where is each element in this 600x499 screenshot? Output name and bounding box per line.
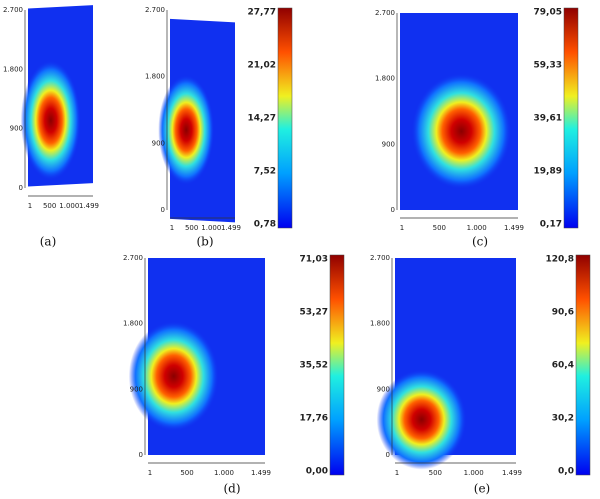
- y-tick-label: 1.800: [375, 75, 395, 83]
- x-tick-label: 1.499: [221, 224, 241, 232]
- y-tick-label: 2.700: [145, 6, 165, 14]
- x-tick-label: 1.499: [251, 469, 271, 477]
- colorbar: [329, 254, 345, 476]
- colorbar-label: 120,8: [546, 255, 574, 265]
- heatmap-hotspot: [20, 60, 81, 181]
- colorbar-label: 27,77: [248, 8, 276, 18]
- x-tick-label: 1: [400, 224, 404, 232]
- colorbar-label: 60,4: [552, 361, 574, 371]
- y-tick-label: 900: [130, 385, 143, 393]
- panel-caption: (a): [40, 235, 57, 249]
- y-tick-label: 900: [377, 385, 390, 393]
- x-tick-label: 1.000: [201, 224, 221, 232]
- colorbar-label: 7,52: [254, 167, 276, 177]
- x-tick-label: 1.499: [504, 224, 524, 232]
- y-tick-label: 1.800: [123, 320, 143, 328]
- y-tick-label: 900: [10, 125, 23, 133]
- y-tick-label: 900: [152, 139, 165, 147]
- y-tick-label: 2.700: [123, 254, 143, 262]
- x-tick-label: 1: [395, 469, 399, 477]
- y-tick-label: 0: [391, 206, 395, 214]
- colorbar-label: 14,27: [248, 114, 276, 124]
- colorbar-label: 71,03: [300, 255, 328, 265]
- panel-caption: (b): [196, 235, 213, 249]
- panel-caption: (c): [472, 235, 488, 249]
- x-tick-label: 500: [433, 224, 446, 232]
- x-tick-label: 1.499: [79, 202, 99, 210]
- y-tick-label: 0: [139, 451, 143, 459]
- y-tick-label: 0: [161, 206, 165, 214]
- x-tick-label: 500: [43, 202, 56, 210]
- panel-caption: (d): [223, 482, 240, 496]
- x-tick-label: 1.000: [464, 469, 484, 477]
- colorbar-label: 53,27: [300, 308, 328, 318]
- colorbar-label: 79,05: [534, 8, 562, 18]
- colorbar-label: 0,0: [558, 467, 574, 477]
- heatmap-hotspot: [376, 369, 467, 470]
- heatmap-hotspot: [158, 75, 215, 185]
- x-tick-label: 500: [180, 469, 193, 477]
- colorbar-label: 39,61: [534, 114, 562, 124]
- y-tick-label: 2.700: [375, 9, 395, 17]
- colorbar-label: 0,78: [254, 220, 276, 230]
- colorbar-label: 59,33: [534, 61, 562, 71]
- x-tick-label: 1.000: [59, 202, 79, 210]
- x-tick-label: 1: [28, 202, 32, 210]
- x-tick-label: 500: [185, 224, 198, 232]
- heatmap-hotspot: [411, 73, 512, 190]
- colorbar-label: 90,6: [552, 308, 574, 318]
- x-tick-label: 500: [429, 469, 442, 477]
- y-tick-label: 0: [19, 184, 23, 192]
- y-tick-label: 1.800: [370, 320, 390, 328]
- y-tick-label: 900: [382, 140, 395, 148]
- heatmap-hotspot: [128, 321, 219, 432]
- y-tick-label: 0: [386, 451, 390, 459]
- colorbar-label: 19,89: [534, 167, 562, 177]
- y-tick-label: 2.700: [3, 6, 23, 14]
- x-tick-label: 1: [148, 469, 152, 477]
- x-tick-label: 1.000: [214, 469, 234, 477]
- y-tick-label: 2.700: [370, 254, 390, 262]
- colorbar-label: 0,17: [540, 220, 562, 230]
- colorbar-label: 17,76: [300, 414, 328, 424]
- colorbar-label: 35,52: [300, 361, 328, 371]
- y-tick-label: 1.800: [145, 73, 165, 81]
- colorbar: [575, 254, 591, 476]
- x-tick-label: 1: [170, 224, 174, 232]
- colorbar: [563, 7, 579, 229]
- x-tick-label: 1.000: [467, 224, 487, 232]
- colorbar-label: 21,02: [248, 61, 276, 71]
- colorbar: [277, 7, 293, 229]
- colorbar-label: 30,2: [552, 414, 574, 424]
- panel-caption: (e): [474, 482, 490, 496]
- y-tick-label: 1.800: [3, 65, 23, 73]
- colorbar-label: 0,00: [306, 467, 328, 477]
- x-tick-label: 1.499: [502, 469, 522, 477]
